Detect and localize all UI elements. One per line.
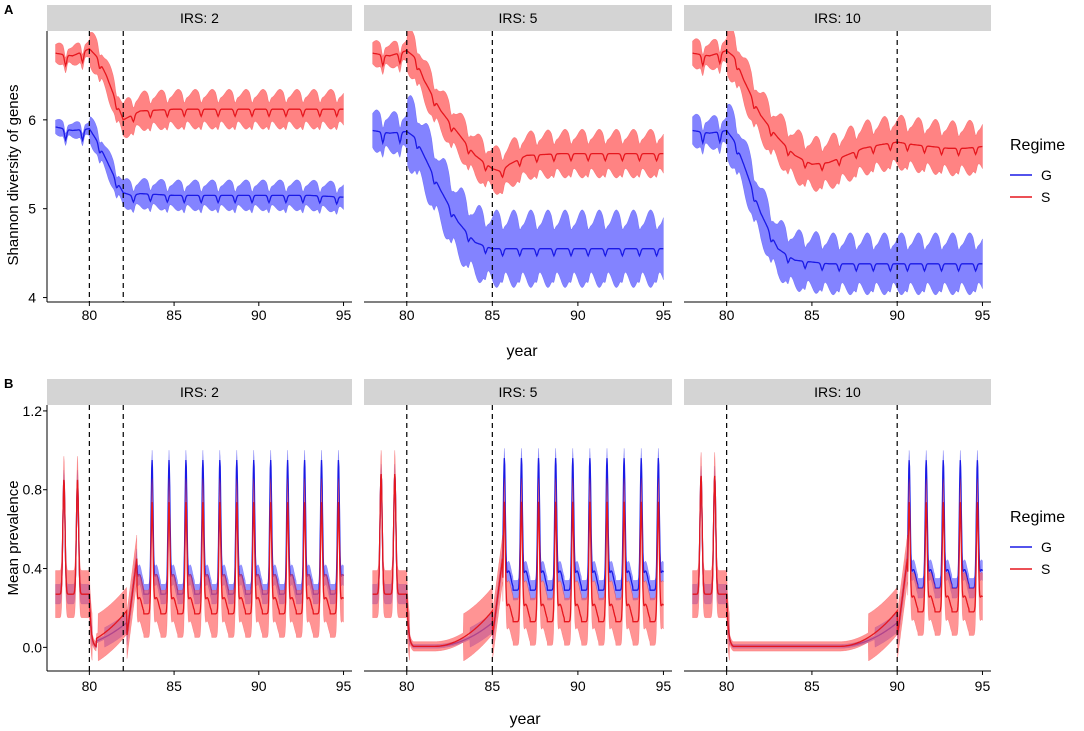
y-tick-label: 0.4 [23,561,43,577]
line-s [372,473,664,648]
x-tick-label: 95 [975,678,991,694]
x-tick-label: 90 [251,678,267,694]
legend-s-label: S [1041,189,1050,205]
band-s [692,452,983,662]
line-s [692,49,983,172]
panel-a-legend: Regime G S [1010,137,1065,205]
facet-strip-label: IRS: 2 [180,10,219,26]
band-s [55,32,344,139]
facet-plot-area [372,31,664,288]
line-g [372,129,664,258]
facet-strip-label: IRS: 5 [499,10,538,26]
band-g [372,95,664,288]
x-tick-label: 90 [570,678,586,694]
panel-b-ylabel: Mean prevalence [5,480,22,595]
facet-a-2: IRS: 5 80 85 90 95 [364,5,672,323]
facet-plot-area [692,31,983,296]
facet-strip-label: IRS: 2 [180,384,219,400]
y-tick-label: 6 [28,112,36,128]
facet-strip-bg [47,5,352,31]
facet-a-1: IRS: 2 80 85 90 95 4 5 6 [28,5,352,323]
line-g [692,129,983,273]
facet-plot-area [372,448,665,662]
facet-b-3: IRS: 10 80 85 90 95 [684,379,991,694]
facet-plot-area [55,450,345,662]
panel-b: B Mean prevalence year IRS: 2 80 85 90 95 0.0… [4,376,1065,728]
y-tick-label: 1.2 [23,403,43,419]
y-tick-label: 0.0 [23,639,43,655]
x-tick-label: 80 [82,307,98,323]
facet-strip-label: IRS: 10 [814,384,861,400]
facet-strip-bg [47,379,352,405]
facet-strip-bg [364,5,672,31]
panel-a-ylabel: Shannon diversity of genes [5,85,22,266]
facet-strip-label: IRS: 5 [499,384,538,400]
facet-strip-bg [364,379,672,405]
x-tick-label: 80 [399,307,415,323]
x-tick-label: 80 [82,678,98,694]
x-tick-label: 80 [399,678,415,694]
band-g [55,116,344,215]
line-s [692,475,984,648]
facet-strip-bg [684,379,991,405]
y-tick-label: 4 [28,290,36,306]
legend-g-label: G [1041,167,1052,183]
facet-b-1: IRS: 2 80 85 90 95 0.0 0.4 0.8 1.2 [23,379,352,694]
facet-plot-area [55,32,344,215]
panel-b-xlabel: year [509,711,541,728]
x-tick-label: 85 [166,678,182,694]
x-tick-label: 85 [166,307,182,323]
y-tick-label: 5 [28,201,36,217]
x-tick-label: 95 [656,307,672,323]
facet-strip-bg [684,5,991,31]
line-s [55,48,344,124]
x-tick-label: 95 [975,307,991,323]
band-g [692,103,983,296]
x-tick-label: 85 [485,678,501,694]
x-tick-label: 85 [804,307,820,323]
panel-a-label: A [4,2,14,17]
legend-title-b: Regime [1010,509,1065,526]
facet-plot-area [692,450,984,662]
panel-b-label: B [4,376,13,391]
band-s [55,456,344,662]
band-s [372,450,664,662]
facet-strip-label: IRS: 10 [814,10,861,26]
x-tick-label: 90 [889,307,905,323]
x-tick-label: 85 [485,307,501,323]
x-tick-label: 90 [889,678,905,694]
panel-a: A Shannon diversity of genes year IRS: 2… [4,2,1065,360]
x-tick-label: 95 [656,678,672,694]
x-tick-label: 95 [336,307,352,323]
line-g [55,126,344,206]
x-tick-label: 95 [336,678,352,694]
y-tick-label: 0.8 [23,482,43,498]
band-s [692,31,983,192]
line-s [372,49,664,179]
line-s [55,479,345,648]
x-tick-label: 90 [251,307,267,323]
facet-a-3: IRS: 10 80 85 90 95 [684,5,991,323]
legend-title: Regime [1010,137,1065,154]
x-tick-label: 85 [804,678,820,694]
x-tick-label: 80 [719,307,735,323]
panel-a-facets: IRS: 2 80 85 90 95 4 5 6 IRS: 5 80 85 90 95 IRS: 10 80… [28,5,991,323]
legend-s-label-b: S [1041,561,1050,577]
x-tick-label: 90 [570,307,586,323]
x-tick-label: 80 [719,678,735,694]
panel-a-xlabel: year [506,343,538,360]
panel-b-legend: Regime G S [1010,509,1065,577]
facet-b-2: IRS: 5 80 85 90 95 [364,379,672,694]
legend-g-label-b: G [1041,539,1052,555]
panel-b-facets: IRS: 2 80 85 90 95 0.0 0.4 0.8 1.2 IRS: 5 80 85 90 95… [23,379,991,694]
